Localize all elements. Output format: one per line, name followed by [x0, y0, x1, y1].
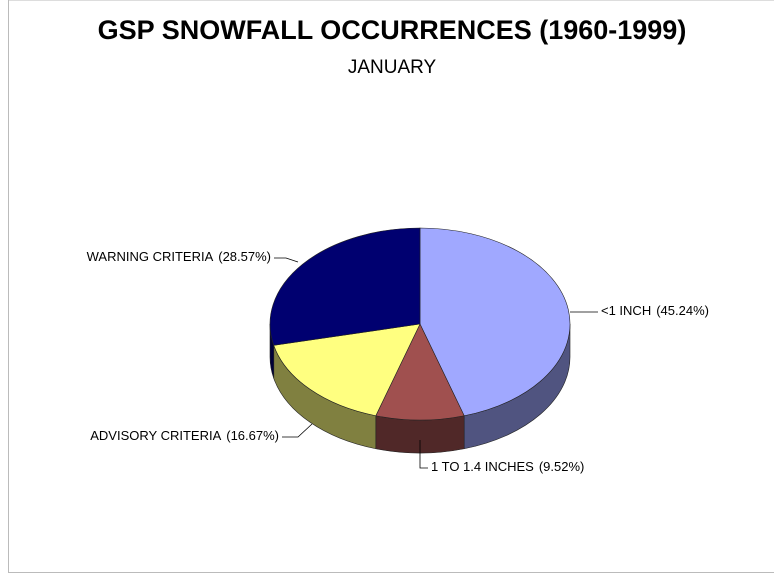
slice [419, 227, 571, 417]
slice [273, 323, 421, 417]
slice-name: 1 TO 1.4 INCHES [431, 459, 534, 474]
leader-line [282, 423, 313, 438]
slice-label: 1 TO 1.4 INCHES (9.52%) [431, 459, 584, 474]
pie-sides [269, 323, 571, 454]
pie-tops [269, 227, 571, 421]
slice [269, 227, 421, 346]
slice [375, 323, 465, 421]
slice-name: ADVISORY CRITERIA [90, 428, 221, 443]
slice-value: (28.57%) [218, 249, 271, 264]
labels: <1 INCH (45.24%) 1 TO 1.4 INCHES (9.52%) ADV… [87, 249, 709, 474]
slice-label: WARNING CRITERIA (28.57%) [87, 249, 271, 264]
chart-subtitle: JANUARY [348, 57, 437, 78]
slice-value: (45.24%) [656, 303, 709, 318]
slice-label: ADVISORY CRITERIA (16.67%) [90, 428, 279, 443]
slice-name: <1 INCH [601, 303, 651, 318]
leader-line [419, 440, 428, 469]
slice-value: (16.67%) [226, 428, 279, 443]
slice-name: WARNING CRITERIA [87, 249, 214, 264]
slice-value: (9.52%) [539, 459, 585, 474]
chart-title: GSP SNOWFALL OCCURRENCES (1960-1999) [98, 15, 687, 45]
leader-line [274, 257, 299, 263]
slice-label: <1 INCH (45.24%) [601, 303, 709, 318]
